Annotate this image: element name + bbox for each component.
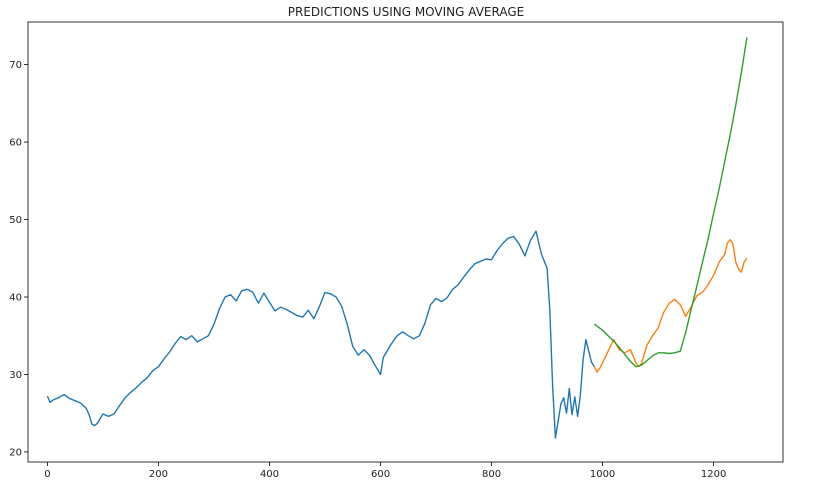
series-layer (46, 37, 748, 439)
x-tick-label: 600 (371, 469, 390, 480)
x-tick-label: 800 (482, 469, 501, 480)
series-line-1 (593, 238, 748, 373)
chart-title: PREDICTIONS USING MOVING AVERAGE (288, 5, 524, 19)
y-tick-label: 30 (9, 370, 22, 381)
y-tick-label: 40 (9, 293, 22, 304)
x-tick-label: 1000 (590, 469, 615, 480)
x-tick-label: 400 (260, 469, 279, 480)
y-tick-label: 60 (9, 138, 22, 149)
axes-layer: 0 200 400 600 800 1000 1200 20 30 40 50 60 70 (9, 21, 784, 480)
x-tick-label: 1200 (701, 469, 726, 480)
plot-frame (27, 21, 784, 463)
x-tick-label: 200 (149, 469, 168, 480)
y-tick-label: 20 (9, 447, 22, 458)
y-tick-label: 70 (9, 60, 22, 71)
series-line-0 (46, 230, 595, 439)
x-tick-label: 0 (44, 469, 50, 480)
series-line-2 (593, 37, 748, 368)
y-tick-label: 50 (9, 215, 22, 226)
